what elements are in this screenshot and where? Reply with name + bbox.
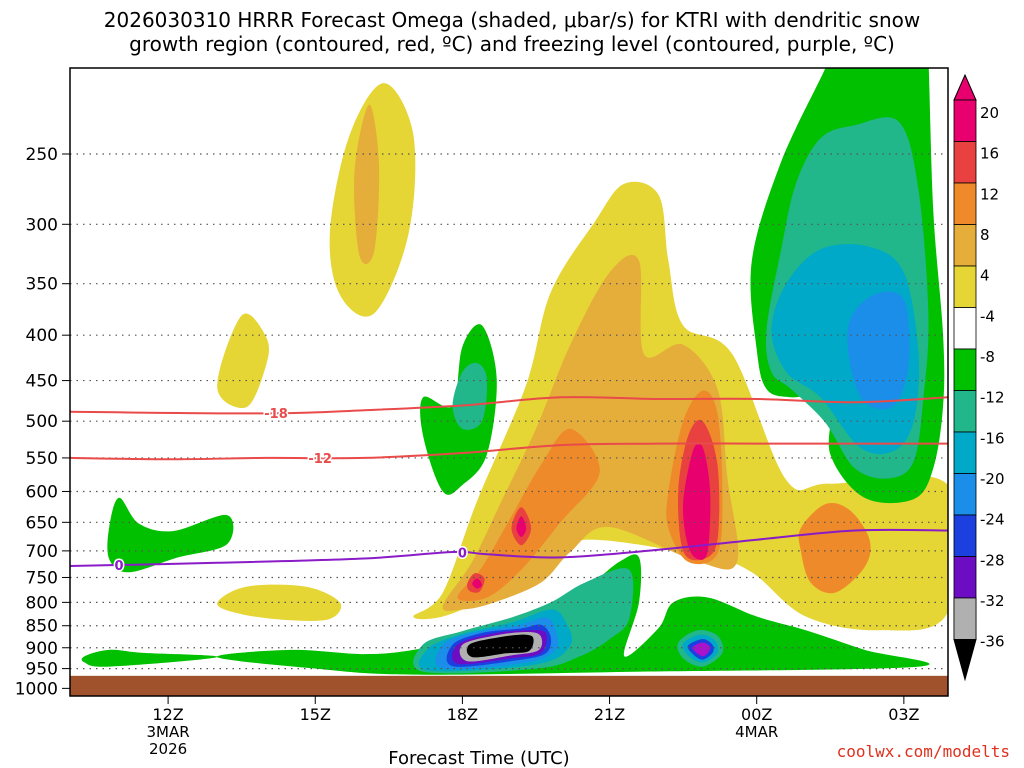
colorbar-swatch-5	[953, 307, 977, 350]
y-tick-label-300: 300	[26, 215, 58, 235]
colorbar-swatch-9	[953, 473, 977, 516]
credit-link[interactable]: coolwx.com/modelts	[836, 742, 1010, 761]
freezing-level-label-1: 0	[458, 547, 467, 562]
colorbar-swatch-11	[953, 556, 977, 599]
colorbar-label-9: -20	[980, 470, 1005, 488]
omega-region-15	[107, 497, 234, 573]
y-tick-label-950: 950	[26, 660, 58, 680]
colorbar-label-7: -12	[980, 389, 1005, 407]
omega-shaded-fills	[81, 68, 948, 675]
x-axis-label: Forecast Time (UTC)	[388, 748, 569, 768]
y-tick-label-600: 600	[26, 482, 58, 502]
y-tick-label-750: 750	[26, 568, 58, 588]
pressure-axis: 2503003504004505005506006507007508008509…	[15, 145, 70, 699]
colorbar-swatch-6	[953, 348, 977, 391]
colorbar-label-1: 16	[980, 145, 999, 163]
colorbar-swatch-3	[953, 224, 977, 267]
chart-title-line1: 2026030310 HRRR Forecast Omega (shaded, …	[103, 8, 921, 32]
omega-region-13	[516, 516, 527, 537]
dgz-contour-label--18: -18	[264, 407, 288, 422]
colorbar-swatch-last	[953, 597, 977, 640]
colorbar-bottom-arrow	[953, 639, 977, 682]
colorbar-swatch-7	[953, 390, 977, 433]
ground-surface	[70, 675, 948, 696]
colorbar-swatch-8	[953, 431, 977, 474]
colorbar-label-4: 4	[980, 267, 990, 285]
x-tick-date-00Z: 4MAR	[735, 723, 778, 741]
y-tick-label-550: 550	[26, 449, 58, 469]
x-tick-label-03Z: 03Z	[888, 705, 919, 724]
omega-region-14	[472, 578, 482, 589]
colorbar-label-2: 12	[980, 185, 999, 203]
y-tick-label-250: 250	[26, 145, 58, 165]
omega-region-12	[682, 442, 711, 560]
colorbar-swatch-10	[953, 514, 977, 557]
y-tick-label-400: 400	[26, 326, 58, 346]
x-tick-label-18Z: 18Z	[447, 705, 478, 724]
omega-region-16	[81, 649, 218, 667]
colorbar-label-12: -32	[980, 592, 1005, 610]
dgz-contour-label--12: -12	[308, 452, 332, 467]
x-tick-label-15Z: 15Z	[300, 705, 331, 724]
plot-frame	[69, 67, 949, 697]
temperature-contours: -18 -12 0 0	[70, 396, 948, 575]
colorbar-label-13: -36	[980, 633, 1005, 651]
colorbar-label-8: -16	[980, 429, 1005, 447]
dgz-contour--12	[70, 442, 948, 461]
y-tick-label-1000: 1000	[15, 679, 58, 699]
y-tick-label-800: 800	[26, 593, 58, 613]
x-tick-label-00Z: 00Z	[741, 705, 772, 724]
x-tick-year-12Z: 2026	[149, 740, 187, 758]
omega-region-28	[692, 642, 711, 657]
y-tick-label-900: 900	[26, 639, 58, 659]
y-tick-label-500: 500	[26, 412, 58, 432]
y-tick-label-700: 700	[26, 542, 58, 562]
x-tick-label-21Z: 21Z	[594, 705, 625, 724]
colorbar-label-5: -4	[980, 307, 995, 325]
omega-region-24	[466, 634, 534, 658]
y-tick-label-350: 350	[26, 275, 58, 295]
colorbar-swatch-2	[953, 182, 977, 225]
colorbar-label-0: 20	[980, 104, 999, 122]
colorbar-swatch-0	[953, 99, 977, 142]
colorbar-top-arrow	[953, 73, 977, 101]
y-tick-label-450: 450	[26, 372, 58, 392]
x-tick-date-12Z: 3MAR	[147, 723, 190, 741]
omega-region-1	[354, 104, 380, 264]
colorbar-swatch-4	[953, 265, 977, 308]
colorbar-label-10: -24	[980, 511, 1005, 529]
freezing-level-label-0: 0	[115, 559, 124, 574]
omega-region-8	[798, 502, 871, 594]
colorbar-label-6: -8	[980, 348, 995, 366]
omega-colorbar: 20 16 12 8 4 -4 -8 -12 -16 -20 -24 -28 -32 -36	[953, 73, 1005, 682]
omega-region-34	[847, 291, 910, 410]
colorbar-swatch-1	[953, 141, 977, 184]
omega-region-2	[217, 313, 269, 408]
freezing-level-contour	[70, 528, 948, 567]
omega-region-30	[452, 362, 488, 430]
colorbar-label-3: 8	[980, 226, 990, 244]
y-tick-label-650: 650	[26, 513, 58, 533]
chart-title-line2: growth region (contoured, red, ºC) and f…	[129, 32, 895, 56]
x-tick-label-12Z: 12Z	[152, 705, 183, 724]
y-tick-label-850: 850	[26, 617, 58, 637]
omega-region-6	[457, 428, 600, 602]
dgz-contour--18	[70, 396, 948, 415]
colorbar-label-11: -28	[980, 551, 1005, 569]
